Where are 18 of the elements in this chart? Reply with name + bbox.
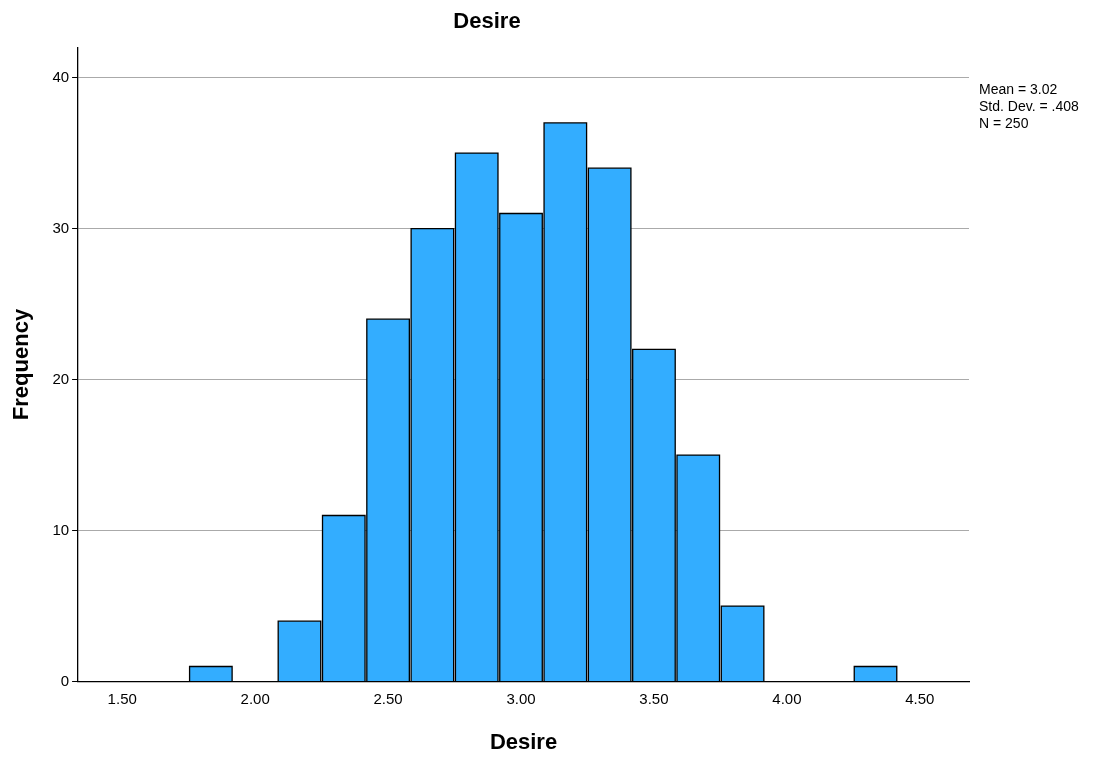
y-tick-label: 40 — [52, 67, 70, 85]
x-tick-label: 4.50 — [905, 689, 935, 707]
chart-title: Desire — [453, 8, 521, 34]
text: N = 250 — [979, 115, 1029, 132]
text: Mean = 3.02 — [979, 81, 1058, 98]
x-axis-title: Desire — [489, 728, 558, 754]
y-tick-label: 20 — [52, 369, 70, 387]
x-tick-label: 3.00 — [506, 689, 536, 707]
x-tick-label: 2.50 — [373, 689, 403, 707]
text: Std. Dev. = .408 — [979, 98, 1079, 115]
x-tick-label: 2.00 — [240, 689, 270, 707]
y-tick-label: 0 — [60, 671, 70, 689]
x-tick-label: 3.50 — [639, 689, 669, 707]
x-tick-label: 1.50 — [107, 689, 137, 707]
x-tick-label: 4.00 — [772, 689, 802, 707]
y-axis-title: Frequency — [8, 308, 34, 421]
y-tick-label: 10 — [52, 520, 70, 538]
y-tick-label: 30 — [52, 218, 70, 236]
